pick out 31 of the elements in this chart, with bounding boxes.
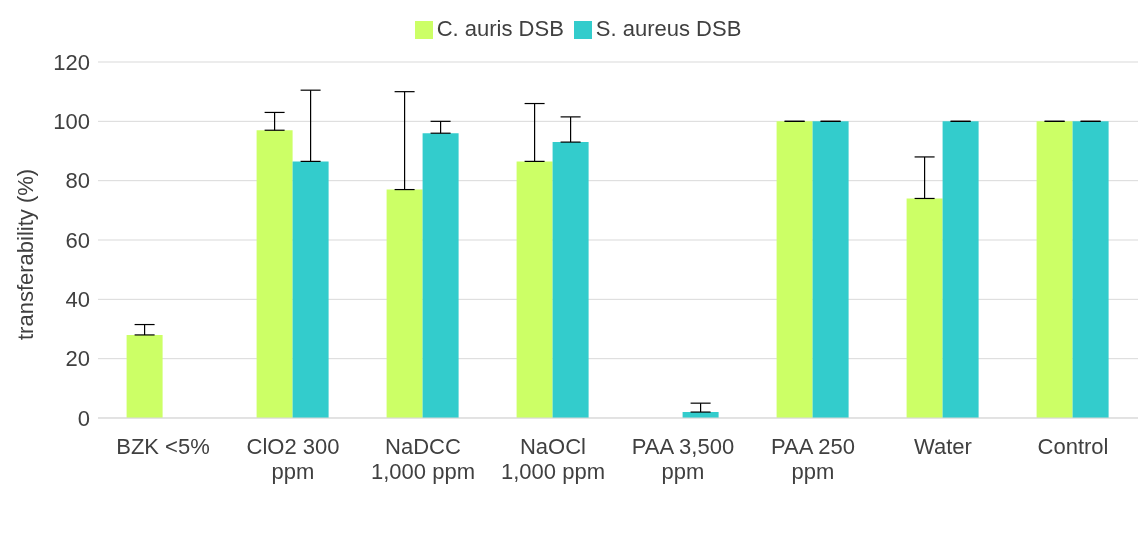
bar: [516, 161, 553, 418]
bar: [126, 334, 163, 418]
bar: [292, 161, 329, 418]
bar: [776, 121, 813, 418]
legend-label: S. aureus DSB: [595, 16, 742, 41]
y-tick-label: 60: [65, 227, 90, 253]
x-tick-label: Control: [1037, 433, 1109, 459]
x-tick-label: PAA 3,500 ppm: [631, 433, 735, 485]
x-tick-label: NaOCl 1,000 ppm: [501, 433, 605, 485]
bar: [812, 121, 849, 418]
bar: [386, 189, 423, 418]
y-tick-label: 0: [77, 405, 90, 431]
x-tick-label: Water: [914, 433, 972, 459]
bar: [942, 121, 979, 418]
bar: [552, 142, 589, 418]
bar: [1036, 121, 1073, 418]
y-tick-label: 40: [65, 287, 90, 313]
bar: [422, 133, 459, 418]
x-tick-label: ClO2 300 ppm: [246, 433, 340, 485]
x-tick-label: BZK <5%: [116, 433, 210, 459]
y-axis-title: transferability (%): [12, 168, 38, 340]
y-tick-label: 20: [65, 346, 90, 372]
bar: [906, 198, 943, 418]
bar: [256, 130, 293, 418]
x-tick-label: NaDCC 1,000 ppm: [371, 433, 475, 485]
y-tick-label: 80: [65, 168, 90, 194]
y-tick-label: 120: [53, 49, 90, 75]
y-tick-label: 100: [53, 109, 90, 135]
legend-label: C. auris DSB: [436, 16, 564, 41]
x-tick-label: PAA 250 ppm: [771, 433, 855, 485]
bar: [1072, 121, 1109, 418]
